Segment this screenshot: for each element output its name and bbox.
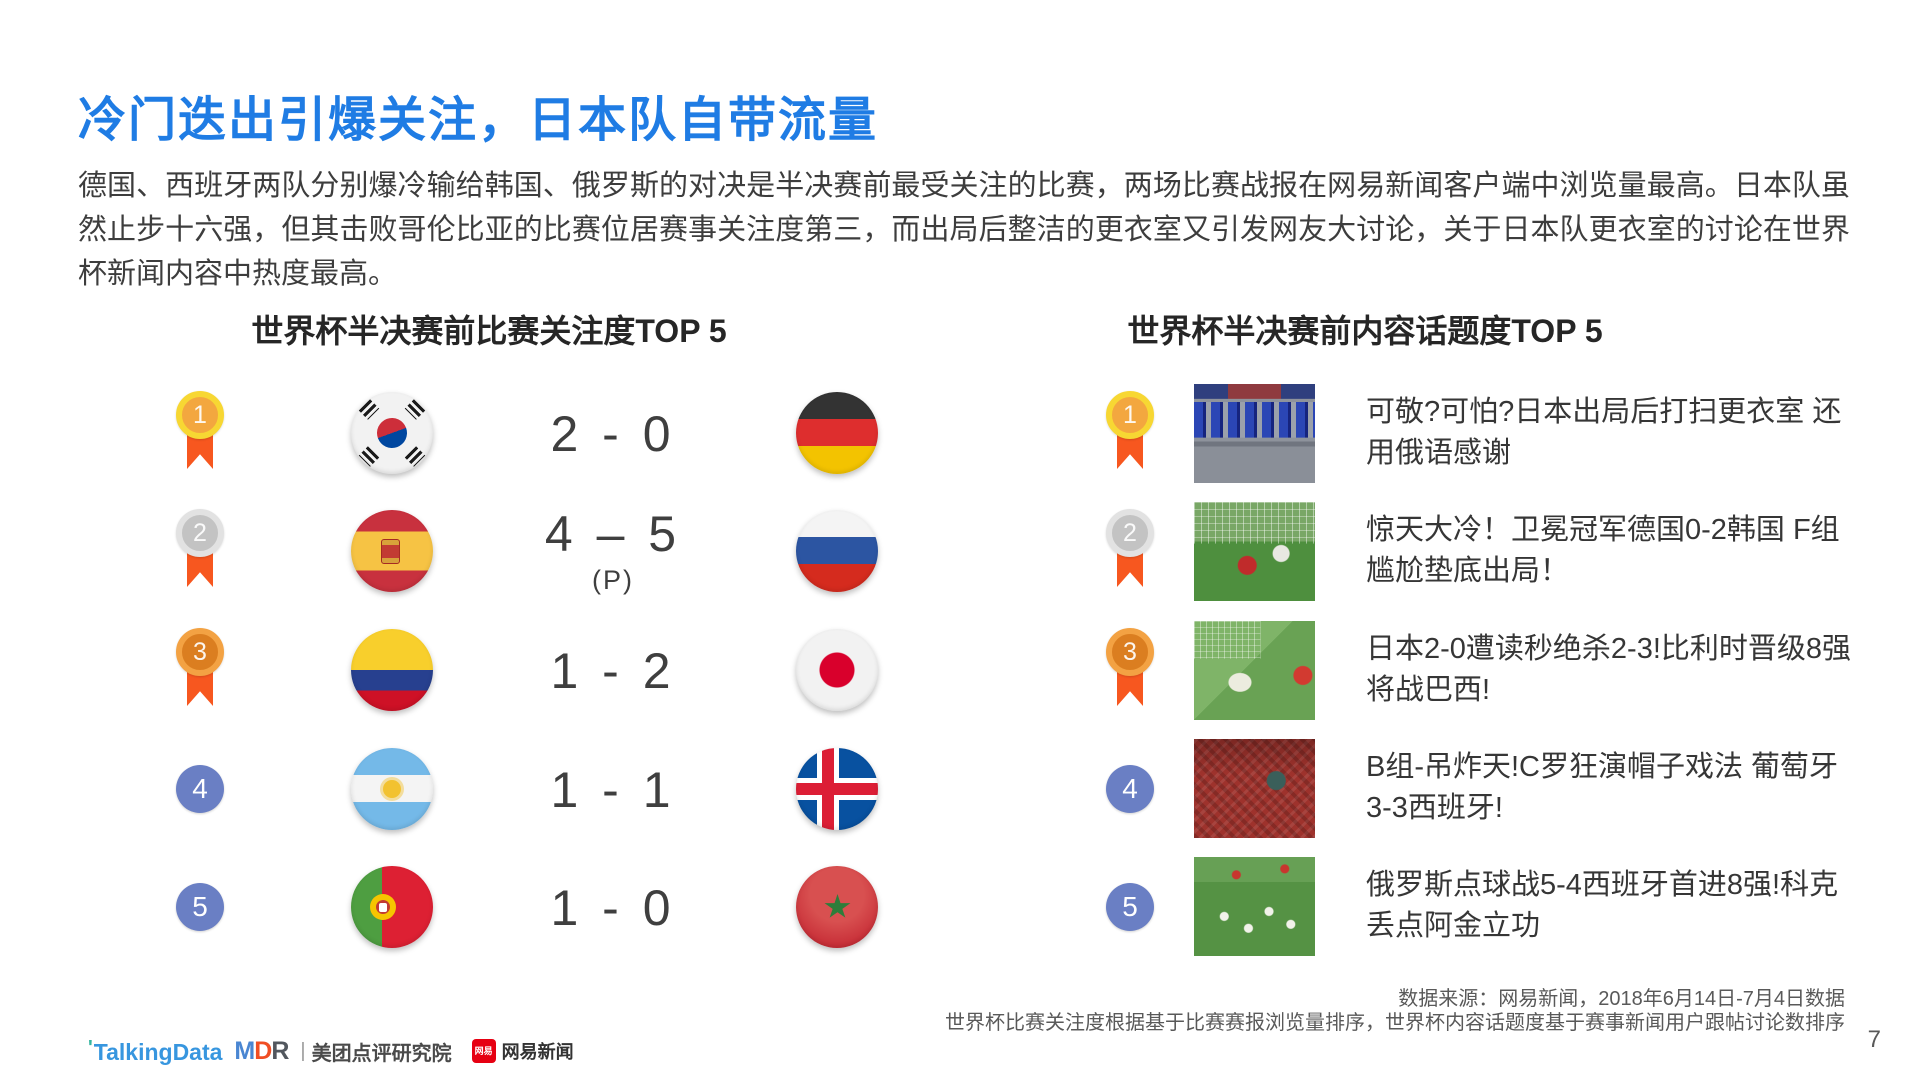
- flag-detail: [358, 399, 380, 420]
- flag-iceland-icon: [796, 748, 878, 830]
- flag-detail: [370, 894, 396, 920]
- medal-gold-icon: 1: [176, 391, 224, 477]
- rank-number: 3: [1106, 628, 1154, 676]
- flag-detail: [372, 413, 412, 453]
- rank-number: 5: [1122, 891, 1138, 922]
- flag-detail: [404, 399, 426, 420]
- russia-celebration-photo: [1194, 857, 1315, 956]
- flag-germany-icon: [796, 392, 878, 474]
- rank-badge: 5: [176, 883, 224, 931]
- intro-paragraph: 德国、西班牙两队分别爆冷输给韩国、俄罗斯的对决是半决赛前最受关注的比赛，两场比赛…: [78, 170, 1850, 290]
- talkingdata-logo: 'TalkingData: [88, 1037, 222, 1066]
- mdr-m: M: [234, 1036, 255, 1065]
- netease-badge-icon: 网易: [471, 1039, 496, 1063]
- flag-russia-icon: [796, 510, 878, 592]
- rank-number: 4: [192, 773, 208, 804]
- match-score: 2 - 0: [493, 405, 733, 463]
- news-title: B组-吊炸天!C罗狂演帽子戏法 葡萄牙3-3西班牙!: [1366, 751, 1839, 824]
- match-score: 1 - 0: [493, 879, 733, 937]
- data-source-line1: 数据来源：网易新闻，2018年6月14日-7月4日数据: [1398, 988, 1845, 1010]
- flag-spain-icon: [351, 510, 433, 592]
- flag-argentina-icon: [351, 748, 433, 830]
- footer-logos: 'TalkingData MDR | 美团点评研究院 网易 网易新闻: [88, 1036, 574, 1066]
- flag-detail: [404, 446, 426, 467]
- medal-bronze-icon: 3: [1106, 628, 1154, 714]
- rank-number: 1: [176, 391, 224, 439]
- page-number: 7: [1867, 1026, 1881, 1053]
- medal-silver-icon: 2: [1106, 509, 1154, 595]
- news-title: 俄罗斯点球战5-4西班牙首进8强!科克丢点阿金立功: [1366, 869, 1839, 942]
- flag-detail: [824, 894, 851, 918]
- logo-divider: |: [300, 1039, 306, 1062]
- flag-colombia-icon: [351, 629, 433, 711]
- page-title: 冷门迭出引爆关注，日本队自带流量: [78, 94, 879, 147]
- news-title: 日本2-0遭读秒绝杀2-3!比利时晋级8强将战巴西!: [1366, 633, 1852, 706]
- netease-news-logo: 网易 网易新闻: [471, 1038, 574, 1064]
- rank-badge: 4: [176, 765, 224, 813]
- rank-number: 2: [176, 509, 224, 557]
- rank-number: 2: [1106, 509, 1154, 557]
- japan-belgium-match-photo: [1194, 621, 1315, 720]
- data-source-line2: 世界杯比赛关注度根据基于比赛赛报浏览量排序，世界杯内容话题度基于赛事新闻用户跟帖…: [945, 1012, 1845, 1034]
- rank-number: 5: [192, 891, 208, 922]
- talkingdata-wordmark: TalkingData: [93, 1038, 223, 1065]
- flag-detail: [358, 446, 380, 467]
- talkingdata-tick-icon: ': [88, 1036, 93, 1059]
- score-text: 2 - 0: [550, 406, 676, 462]
- japan-locker-room-photo: [1194, 384, 1315, 483]
- score-text: 1 - 1: [550, 762, 676, 818]
- match-score: 4 – 5 (P): [493, 505, 733, 596]
- rank-number: 1: [1106, 391, 1154, 439]
- score-text: 1 - 2: [550, 643, 676, 699]
- medal-silver-icon: 2: [176, 509, 224, 595]
- rank-number: 4: [1122, 773, 1138, 804]
- score-text: 4 – 5: [544, 506, 682, 562]
- medal-bronze-icon: 3: [176, 628, 224, 714]
- right-ranking-heading: 世界杯半决赛前内容话题度TOP 5: [1127, 313, 1603, 349]
- medal-gold-icon: 1: [1106, 391, 1154, 477]
- flag-portugal-icon: [351, 866, 433, 948]
- flag-detail: [381, 539, 400, 564]
- rank-badge: 4: [1106, 765, 1154, 813]
- netease-news-label: 网易新闻: [501, 1042, 574, 1062]
- news-title: 惊天大冷！卫冕冠军德国0-2韩国 F组尴尬垫底出局！: [1366, 514, 1840, 587]
- match-score: 1 - 1: [493, 761, 733, 819]
- score-text: 1 - 0: [550, 880, 676, 936]
- flag-japan-icon: [796, 629, 878, 711]
- red-crowd-fans-photo: [1194, 739, 1315, 838]
- germany-korea-match-photo: [1194, 502, 1315, 601]
- meituan-dianping-institute-logo: 美团点评研究院: [311, 1042, 452, 1065]
- flag-south-korea-icon: [351, 392, 433, 474]
- rank-badge: 5: [1106, 883, 1154, 931]
- penalty-note: (P): [592, 565, 634, 595]
- rank-number: 3: [176, 628, 224, 676]
- flag-morocco-icon: [796, 866, 878, 948]
- match-score: 1 - 2: [493, 642, 733, 700]
- left-ranking-heading: 世界杯半决赛前比赛关注度TOP 5: [251, 313, 727, 349]
- flag-detail: [383, 780, 401, 798]
- news-title: 可敬?可怕?日本出局后打扫更衣室 还用俄语感谢: [1366, 396, 1842, 469]
- mdr-logo: MDR: [234, 1036, 289, 1066]
- mdr-r: R: [271, 1036, 289, 1065]
- mdr-d: D: [254, 1036, 272, 1065]
